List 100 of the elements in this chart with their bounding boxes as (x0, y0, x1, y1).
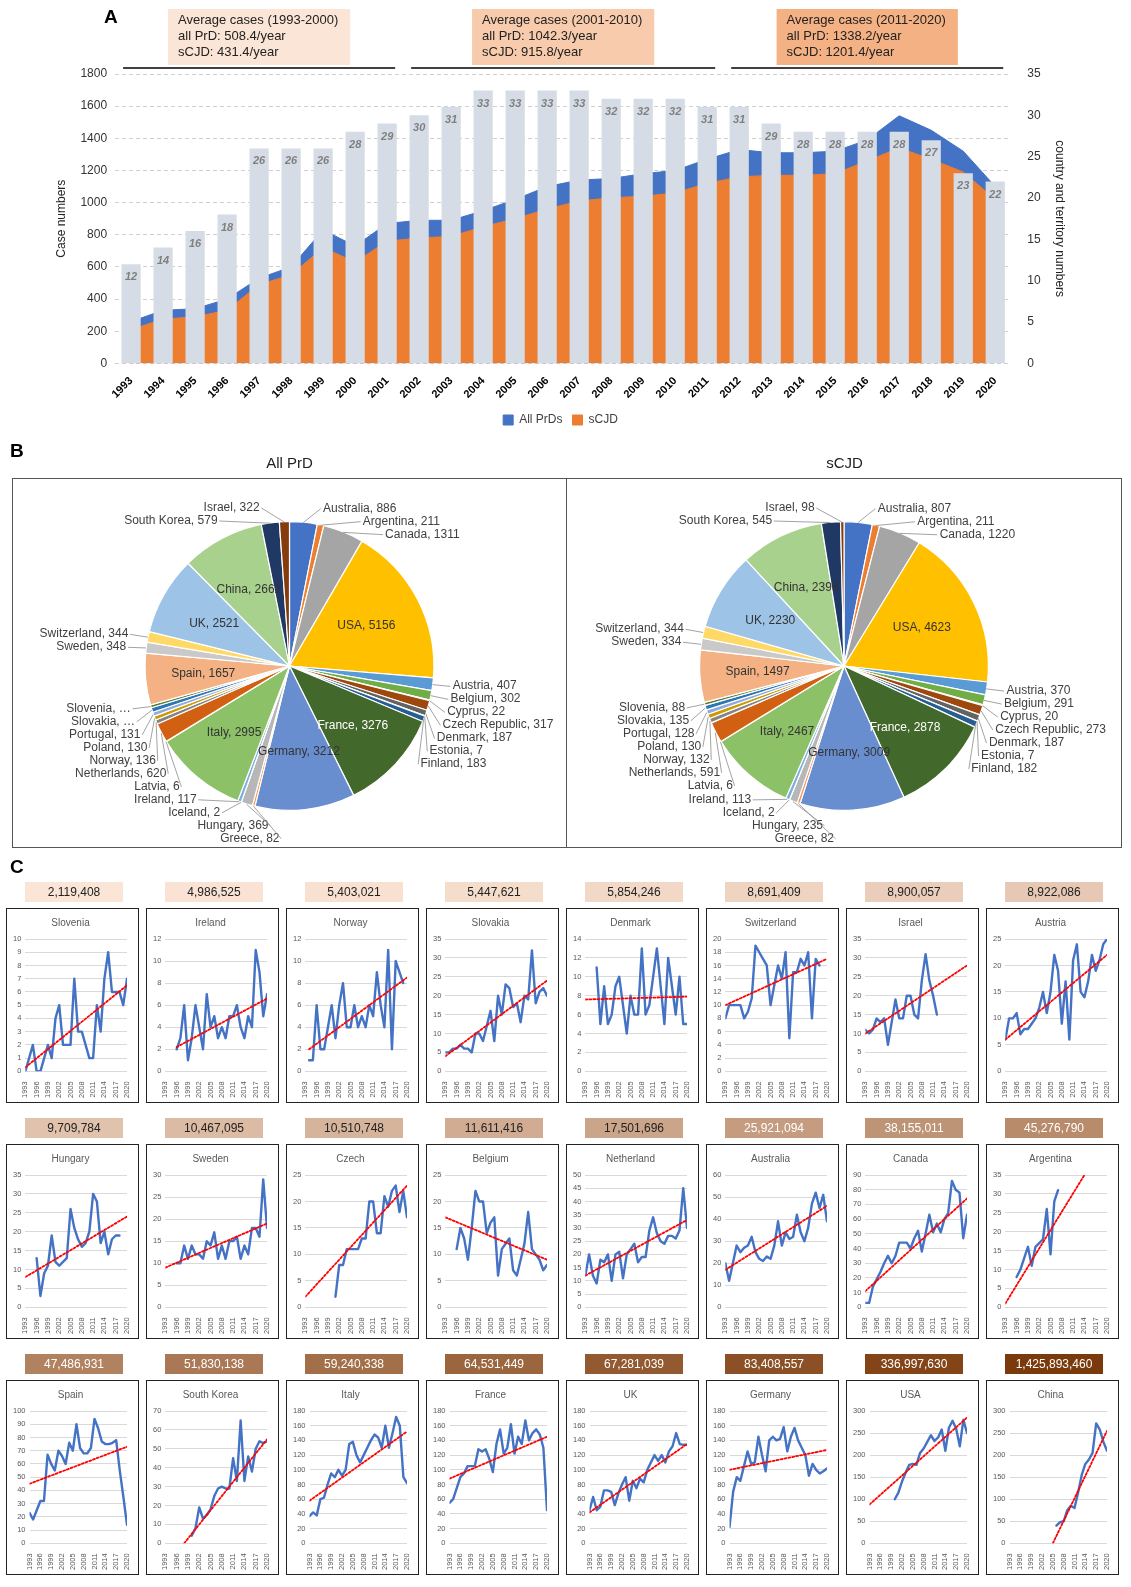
text: 5,447,621 (445, 882, 543, 902)
y-tick-label: 600 (87, 259, 108, 274)
chart-title: Israel (898, 916, 923, 928)
text: 51,830,138 (165, 1354, 263, 1374)
slice-label: Denmark, 187 (436, 730, 513, 745)
chart-title: Argentina (1029, 1152, 1073, 1164)
y-tick-label: 1800 (80, 66, 108, 81)
slice-label: Argentina, 211 (362, 513, 441, 528)
chart-title: France (474, 1388, 507, 1400)
slice-label: Italy, 2467 (759, 723, 815, 738)
y2-tick-label: 30 (1027, 107, 1041, 122)
data-label: 31 (445, 113, 458, 126)
data-label: 28 (860, 137, 875, 150)
data-label: 23 (956, 179, 970, 192)
y2-tick-label: 10 (1027, 273, 1041, 287)
data-label: 28 (796, 137, 811, 150)
slice-label: USA, 4623 (892, 620, 952, 635)
slice-label: Latvia, 6 (134, 778, 180, 793)
text: Average cases (2011-2020) all PrD: 1338.2/year sCJD: 1201.4/year (786, 12, 946, 60)
y2-tick-label: 5 (1027, 314, 1035, 329)
slice-label: Canada, 1220 (939, 526, 1016, 541)
slice-label: Finland, 182 (971, 760, 1038, 775)
chart-title: Spain (57, 1388, 84, 1400)
slice-label: South Korea, 579 (124, 513, 218, 528)
slice-label: Italy, 2995 (206, 724, 262, 739)
legend-label: sCJD (588, 412, 619, 427)
text: 67,281,039 (585, 1354, 683, 1374)
slice-label: UK, 2521 (189, 615, 240, 630)
text: 83,408,557 (725, 1354, 823, 1374)
text: 5,854,246 (585, 882, 683, 902)
slice-label: Israel, 322 (203, 500, 260, 515)
data-label: 18 (220, 220, 235, 233)
data-label: 28 (892, 137, 907, 150)
slice-label: Hungary, 369 (197, 817, 269, 832)
chart-title: Ireland (195, 916, 226, 928)
slice-label: Belgium, 291 (1003, 695, 1075, 710)
y-tick-label: 1400 (80, 130, 108, 145)
slice-label: Hungary, 235 (751, 817, 824, 832)
chart-title: Belgium (472, 1152, 509, 1164)
text: 59,240,338 (305, 1354, 403, 1374)
chart-title: Austria (1034, 916, 1067, 928)
data-label: 31 (733, 113, 746, 126)
data-label: 22 (988, 187, 1002, 200)
data-label: 33 (541, 96, 554, 109)
chart-title: All PrD (266, 454, 313, 471)
text: 336,997,630 (865, 1354, 963, 1374)
slice-label: Spain, 1657 (171, 666, 236, 681)
text: 8,922,086 (1005, 882, 1103, 902)
slice-label: Portugal, 131 (69, 726, 141, 741)
slice-label: Estonia, 7 (981, 747, 1035, 762)
slice-label: Switzerland, 344 (595, 621, 685, 636)
data-label: 33 (573, 96, 586, 109)
chart-title: Slovenia (51, 916, 91, 928)
y2-tick-label: 15 (1027, 231, 1041, 246)
chart-title: China (1037, 1388, 1064, 1400)
y2-tick-label: 25 (1027, 148, 1041, 163)
text: Average cases (2001-2010) all PrD: 1042.3/year sCJD: 915.8/year (482, 12, 643, 60)
slice-label: Cyprus, 22 (447, 704, 506, 719)
data-label: 31 (701, 113, 714, 126)
slice-label: Norway, 136 (89, 752, 157, 767)
slice-label: Slovenia, … (66, 700, 131, 715)
chart-title: Denmark (610, 916, 652, 928)
chart-title: Switzerland (744, 916, 797, 928)
y2-tick-label: 35 (1027, 66, 1041, 81)
data-label: 26 (316, 154, 331, 167)
slice-label: Australia, 807 (877, 500, 952, 515)
y-tick-label: 1200 (80, 162, 108, 177)
chart-title: Czech (336, 1152, 365, 1164)
text: 9,709,784 (25, 1118, 123, 1138)
y-tick-label: 200 (87, 323, 108, 338)
text: 1,425,893,460 (1005, 1354, 1103, 1374)
chart-title: Canada (892, 1152, 929, 1164)
slice-label: Sweden, 348 (56, 639, 127, 654)
text: 8,900,057 (865, 882, 963, 902)
slice-label: France, 3276 (317, 717, 389, 732)
slice-label: Czech Republic, 317 (442, 717, 554, 732)
text: Average cases (1993-2000) all PrD: 508.4/year sCJD: 431.4/year (178, 12, 339, 60)
y-axis-title: Case numbers (53, 179, 68, 258)
chart-title: UK (623, 1388, 638, 1400)
y2-axis-title: country and territory numbers (1053, 140, 1068, 298)
slice-label: Spain, 1497 (725, 664, 790, 679)
chart-title: Germany (749, 1388, 792, 1400)
y-tick-label: 400 (87, 291, 108, 306)
text: 4,986,525 (165, 882, 263, 902)
slice-label: Iceland, 2 (168, 804, 221, 819)
slice-label: Denmark, 187 (988, 734, 1065, 749)
slice-label: Portugal, 128 (623, 725, 695, 740)
text: 38,155,011 (865, 1118, 963, 1138)
data-label: 33 (477, 96, 490, 109)
data-label: 32 (605, 104, 618, 117)
text: 10,510,748 (305, 1118, 403, 1138)
slice-label: Australia, 886 (323, 500, 397, 515)
text: 17,501,696 (585, 1118, 683, 1138)
chart-title: Netherland (606, 1152, 655, 1164)
slice-label: South Korea, 545 (678, 512, 773, 527)
slice-label: Austria, 407 (452, 678, 517, 693)
slice-label: Slovakia, 135 (617, 712, 690, 727)
data-label: 27 (924, 146, 939, 159)
slice-label: Canada, 1311 (385, 526, 460, 541)
chart-title: Hungary (51, 1152, 90, 1164)
